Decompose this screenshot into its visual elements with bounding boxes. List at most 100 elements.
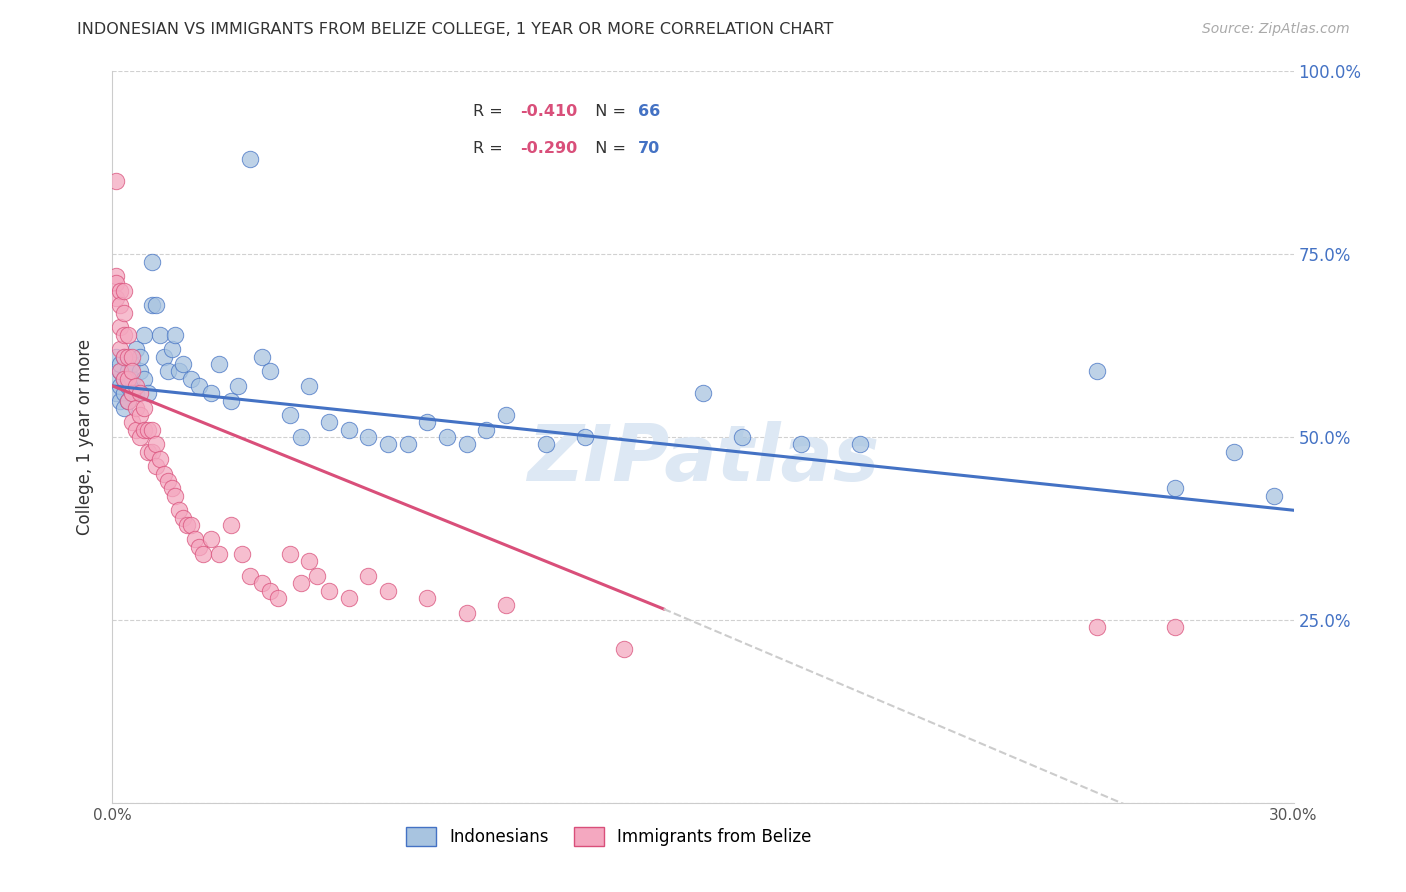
Point <box>357 569 380 583</box>
Text: R =: R = <box>472 141 508 156</box>
Point <box>495 408 517 422</box>
Point <box>117 350 139 364</box>
Point <box>125 343 148 357</box>
Point <box>121 416 143 430</box>
Point <box>149 452 172 467</box>
Point <box>337 591 360 605</box>
Point <box>250 576 273 591</box>
Point <box>110 298 132 312</box>
Point <box>125 401 148 415</box>
Point <box>1085 620 1108 634</box>
Point <box>200 386 222 401</box>
Point <box>172 510 194 524</box>
Point <box>436 430 458 444</box>
Point <box>495 599 517 613</box>
Y-axis label: College, 1 year or more: College, 1 year or more <box>76 339 94 535</box>
Point <box>160 343 183 357</box>
Point <box>132 423 155 437</box>
Point <box>416 591 439 605</box>
Point <box>574 430 596 444</box>
Point <box>121 357 143 371</box>
Text: N =: N = <box>585 141 631 156</box>
Point <box>117 379 139 393</box>
Point <box>219 517 242 532</box>
Point <box>165 327 187 342</box>
Point <box>534 437 557 451</box>
Point <box>259 583 281 598</box>
Point <box>110 379 132 393</box>
Point <box>290 430 312 444</box>
Point <box>318 416 340 430</box>
Point <box>337 423 360 437</box>
Point <box>239 152 262 166</box>
Point <box>290 576 312 591</box>
Text: N =: N = <box>585 104 631 120</box>
Point <box>112 350 135 364</box>
Point <box>117 393 139 408</box>
Point <box>731 430 754 444</box>
Point <box>125 379 148 393</box>
Point <box>318 583 340 598</box>
Point <box>228 379 250 393</box>
Point <box>156 474 179 488</box>
Point <box>849 437 872 451</box>
Point <box>129 408 152 422</box>
Point <box>136 423 159 437</box>
Point <box>790 437 813 451</box>
Point <box>200 533 222 547</box>
Point <box>307 569 329 583</box>
Point <box>1085 364 1108 378</box>
Point <box>136 444 159 458</box>
Point <box>160 481 183 495</box>
Text: Source: ZipAtlas.com: Source: ZipAtlas.com <box>1202 22 1350 37</box>
Point <box>191 547 214 561</box>
Point <box>145 437 167 451</box>
Point <box>125 423 148 437</box>
Point <box>239 569 262 583</box>
Point <box>129 430 152 444</box>
Point <box>110 393 132 408</box>
Point <box>105 174 128 188</box>
Point <box>110 320 132 334</box>
Point <box>298 379 321 393</box>
Point <box>105 291 128 305</box>
Point <box>117 327 139 342</box>
Point <box>208 357 231 371</box>
Point <box>298 554 321 568</box>
Point <box>110 364 132 378</box>
Point <box>172 357 194 371</box>
Point <box>132 371 155 385</box>
Point <box>165 489 187 503</box>
Point <box>145 459 167 474</box>
Point <box>613 642 636 657</box>
Point <box>112 327 135 342</box>
Point <box>180 371 202 385</box>
Text: ZIPatlas: ZIPatlas <box>527 421 879 497</box>
Point <box>110 343 132 357</box>
Text: INDONESIAN VS IMMIGRANTS FROM BELIZE COLLEGE, 1 YEAR OR MORE CORRELATION CHART: INDONESIAN VS IMMIGRANTS FROM BELIZE COL… <box>77 22 834 37</box>
Point <box>121 371 143 385</box>
Point <box>456 437 478 451</box>
Point <box>112 350 135 364</box>
Point <box>105 269 128 284</box>
Point <box>141 423 163 437</box>
Point <box>112 371 135 385</box>
Point <box>1263 489 1285 503</box>
Point <box>1164 620 1187 634</box>
Point <box>169 364 191 378</box>
Point <box>129 386 152 401</box>
Point <box>117 364 139 378</box>
Point <box>188 540 211 554</box>
Point <box>475 423 498 437</box>
Point <box>278 408 301 422</box>
Point <box>145 298 167 312</box>
Point <box>121 364 143 378</box>
Point <box>377 437 399 451</box>
Point <box>357 430 380 444</box>
Point <box>156 364 179 378</box>
Point <box>132 327 155 342</box>
Point <box>117 371 139 385</box>
Point <box>112 401 135 415</box>
Point <box>129 364 152 378</box>
Point <box>396 437 419 451</box>
